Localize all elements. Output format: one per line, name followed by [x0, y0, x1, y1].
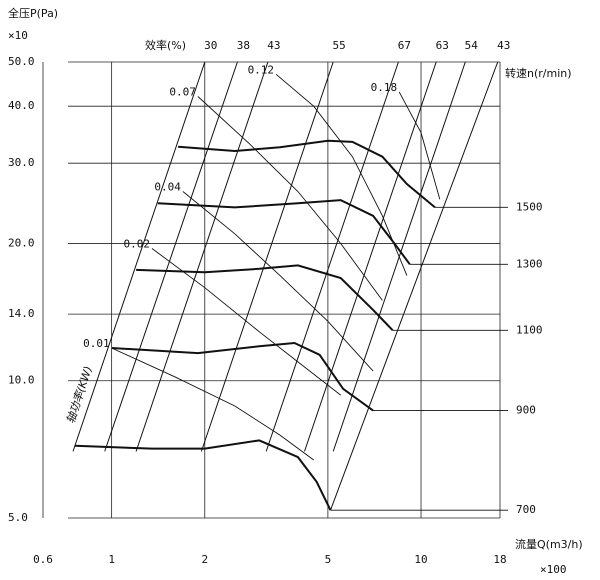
efficiency-value-label: 54	[465, 39, 479, 52]
power-curve	[151, 248, 341, 396]
power-value-label: 0.01	[83, 337, 110, 350]
y-tick-label: 50.0	[8, 55, 35, 68]
efficiency-line	[304, 61, 437, 452]
power-value-label: 0.18	[371, 81, 398, 94]
x-tick-label: 1	[108, 553, 115, 566]
power-value-label: 0.12	[248, 63, 275, 76]
speed-value-label: 900	[516, 404, 536, 417]
efficiency-line	[265, 61, 399, 452]
efficiency-value-label: 30	[204, 39, 217, 52]
x-tick-label: 2	[201, 553, 208, 566]
power-value-label: 0.02	[123, 237, 150, 250]
y-tick-label: 30.0	[8, 156, 35, 169]
y-tick-label: 20.0	[8, 236, 35, 249]
speed-value-label: 1300	[516, 257, 543, 270]
power-curve	[398, 91, 441, 200]
y-axis-unit: ×10	[8, 29, 28, 42]
x-tick-label: 5	[325, 553, 332, 566]
speed-value-label: 1500	[516, 200, 543, 213]
speed-curve	[111, 341, 374, 412]
x-tick-label: 10	[414, 553, 427, 566]
efficiency-value-label: 63	[436, 39, 449, 52]
power-curve	[197, 96, 383, 301]
power-curve	[111, 347, 314, 461]
efficiency-line	[330, 61, 499, 511]
power-value-label: 0.07	[169, 86, 196, 99]
y-tick-label: 10.0	[8, 374, 35, 387]
efficiency-line	[200, 61, 334, 452]
power-value-label: 0.04	[154, 181, 181, 194]
efficiency-line	[104, 61, 238, 452]
speed-curve	[136, 264, 394, 331]
x-tick-label: 18	[493, 553, 506, 566]
speed-label: 转速n(r/min)	[505, 66, 572, 80]
efficiency-label: 效率(%)	[145, 38, 186, 52]
efficiency-value-label: 43	[267, 39, 280, 52]
efficiency-line	[72, 61, 206, 452]
power-curve	[275, 73, 408, 276]
x-axis-label: 流量Q(m3/h)	[515, 537, 583, 551]
y-tick-label: 5.0	[8, 511, 28, 524]
y-axis-label: 全压P(Pa)	[8, 6, 58, 20]
efficiency-value-label: 38	[237, 39, 250, 52]
power-label: 轴功率(KW)	[64, 364, 95, 425]
speed-value-label: 700	[516, 503, 536, 516]
speed-curve	[74, 439, 332, 511]
x-tick-label: 0.6	[33, 553, 53, 566]
power-curve	[182, 191, 374, 372]
efficiency-value-label: 55	[333, 39, 346, 52]
efficiency-value-label: 67	[398, 39, 411, 52]
speed-value-label: 1100	[516, 323, 543, 336]
x-axis-unit: ×100	[540, 563, 567, 576]
efficiency-value-label: 43	[497, 39, 510, 52]
efficiency-line	[135, 61, 269, 452]
speed-curve	[157, 199, 411, 265]
y-tick-label: 40.0	[8, 99, 35, 112]
speed-curve	[178, 139, 436, 209]
y-tick-label: 14.0	[8, 307, 35, 320]
